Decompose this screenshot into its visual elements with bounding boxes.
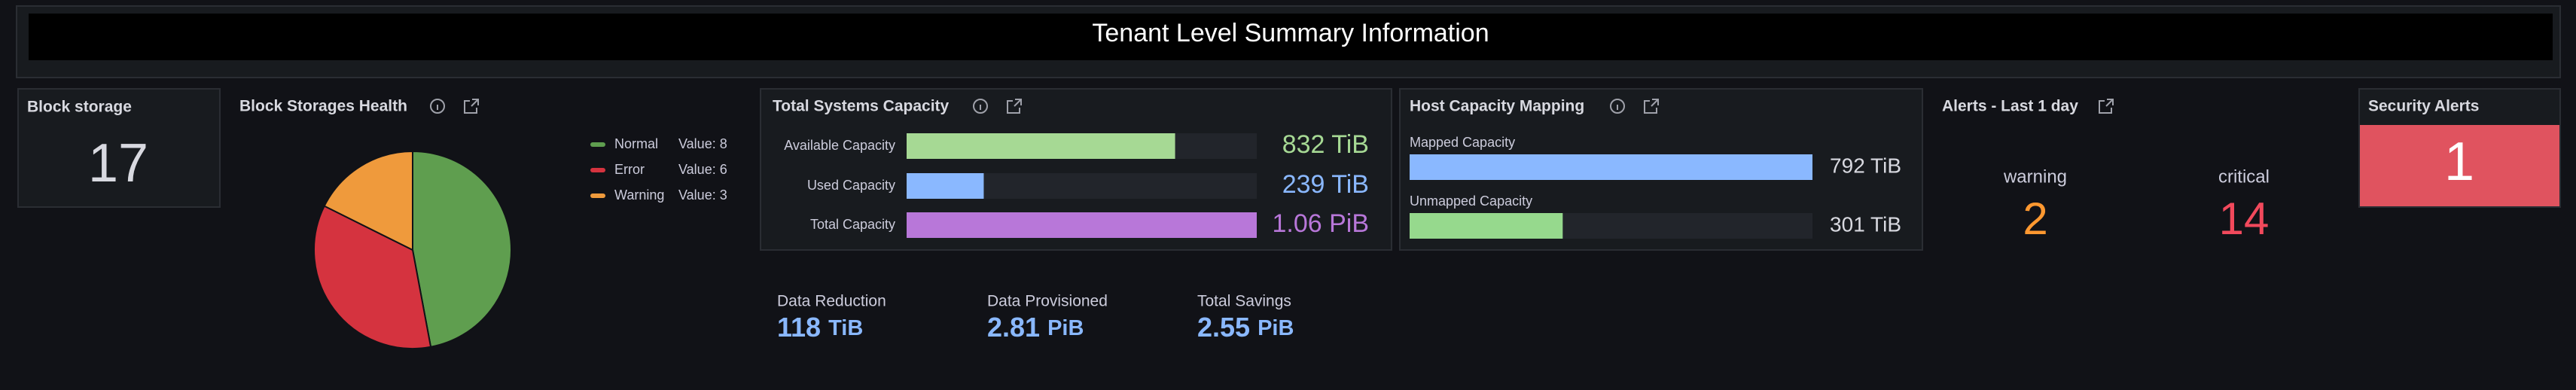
header-title: Tenant Level Summary Information [1092,19,1489,47]
info-icon[interactable] [430,99,445,114]
legend-label: Warning [614,187,664,203]
stat-label: Data Reduction [777,293,886,310]
alert-value: 2 [2023,193,2047,244]
stat-unit: PiB [1258,316,1294,340]
bar-label: Used Capacity [807,178,895,193]
stat-unit: TiB [828,316,863,340]
legend-value: Value: 8 [678,136,727,151]
link-icon[interactable] [2099,99,2114,114]
alert-label: warning [2003,166,2067,187]
security-alert-box [2360,125,2559,206]
stat-value: 1 [2444,132,2474,192]
legend-value: Value: 6 [678,162,727,177]
panel-title: Block storage [27,99,132,116]
stat-number: 2.55 [1197,312,1250,343]
bar [1410,213,1563,239]
bar-value: 301 TiB [1830,212,1901,236]
bar-label: Mapped Capacity [1410,135,1515,150]
bar-label: Total Capacity [810,217,895,232]
pie-slice [313,205,432,349]
pie-slice [412,150,512,348]
bar [907,133,1175,159]
legend-swatch [590,142,605,147]
alert-value: 14 [2219,193,2270,244]
stat-number: 2.81 [987,312,1040,343]
stat-value: 2.81 PiB [987,312,1084,343]
stat-value: 2.55 PiB [1197,312,1294,343]
legend-label: Error [614,162,645,177]
panel-title: Host Capacity Mapping [1410,98,1584,115]
stat-label: Data Provisioned [987,293,1108,310]
info-icon[interactable] [973,99,988,114]
panel-title: Block Storages Health [239,98,407,115]
link-icon[interactable] [464,99,479,114]
block-storage-panel [17,88,221,208]
bar-value: 239 TiB [1282,170,1369,199]
stat-unit: PiB [1047,316,1084,340]
header-bar [29,14,2553,60]
panel-title: Security Alerts [2368,98,2479,115]
link-icon[interactable] [1644,99,1659,114]
info-icon[interactable] [1610,99,1625,114]
pie-slice [323,150,413,251]
stat-label: Total Savings [1197,293,1291,310]
legend-swatch [590,193,605,198]
bar-value: 832 TiB [1282,130,1369,159]
bar [907,212,1257,238]
bar-label: Unmapped Capacity [1410,193,1532,209]
bar [1410,154,1812,180]
legend-swatch [590,168,605,172]
alert-label: critical [2218,166,2270,187]
panel-title: Alerts - Last 1 day [1942,98,2078,115]
legend-value: Value: 3 [678,187,727,203]
bar-value: 1.06 PiB [1272,209,1369,238]
bar-value: 792 TiB [1830,154,1901,177]
bar-label: Available Capacity [784,138,895,153]
link-icon[interactable] [1007,99,1022,114]
stat-value: 17 [88,133,148,193]
bar [907,173,984,199]
stat-number: 118 [777,312,821,343]
legend-label: Normal [614,136,658,151]
panel-title: Total Systems Capacity [773,98,950,115]
stat-value: 118 TiB [777,312,863,343]
